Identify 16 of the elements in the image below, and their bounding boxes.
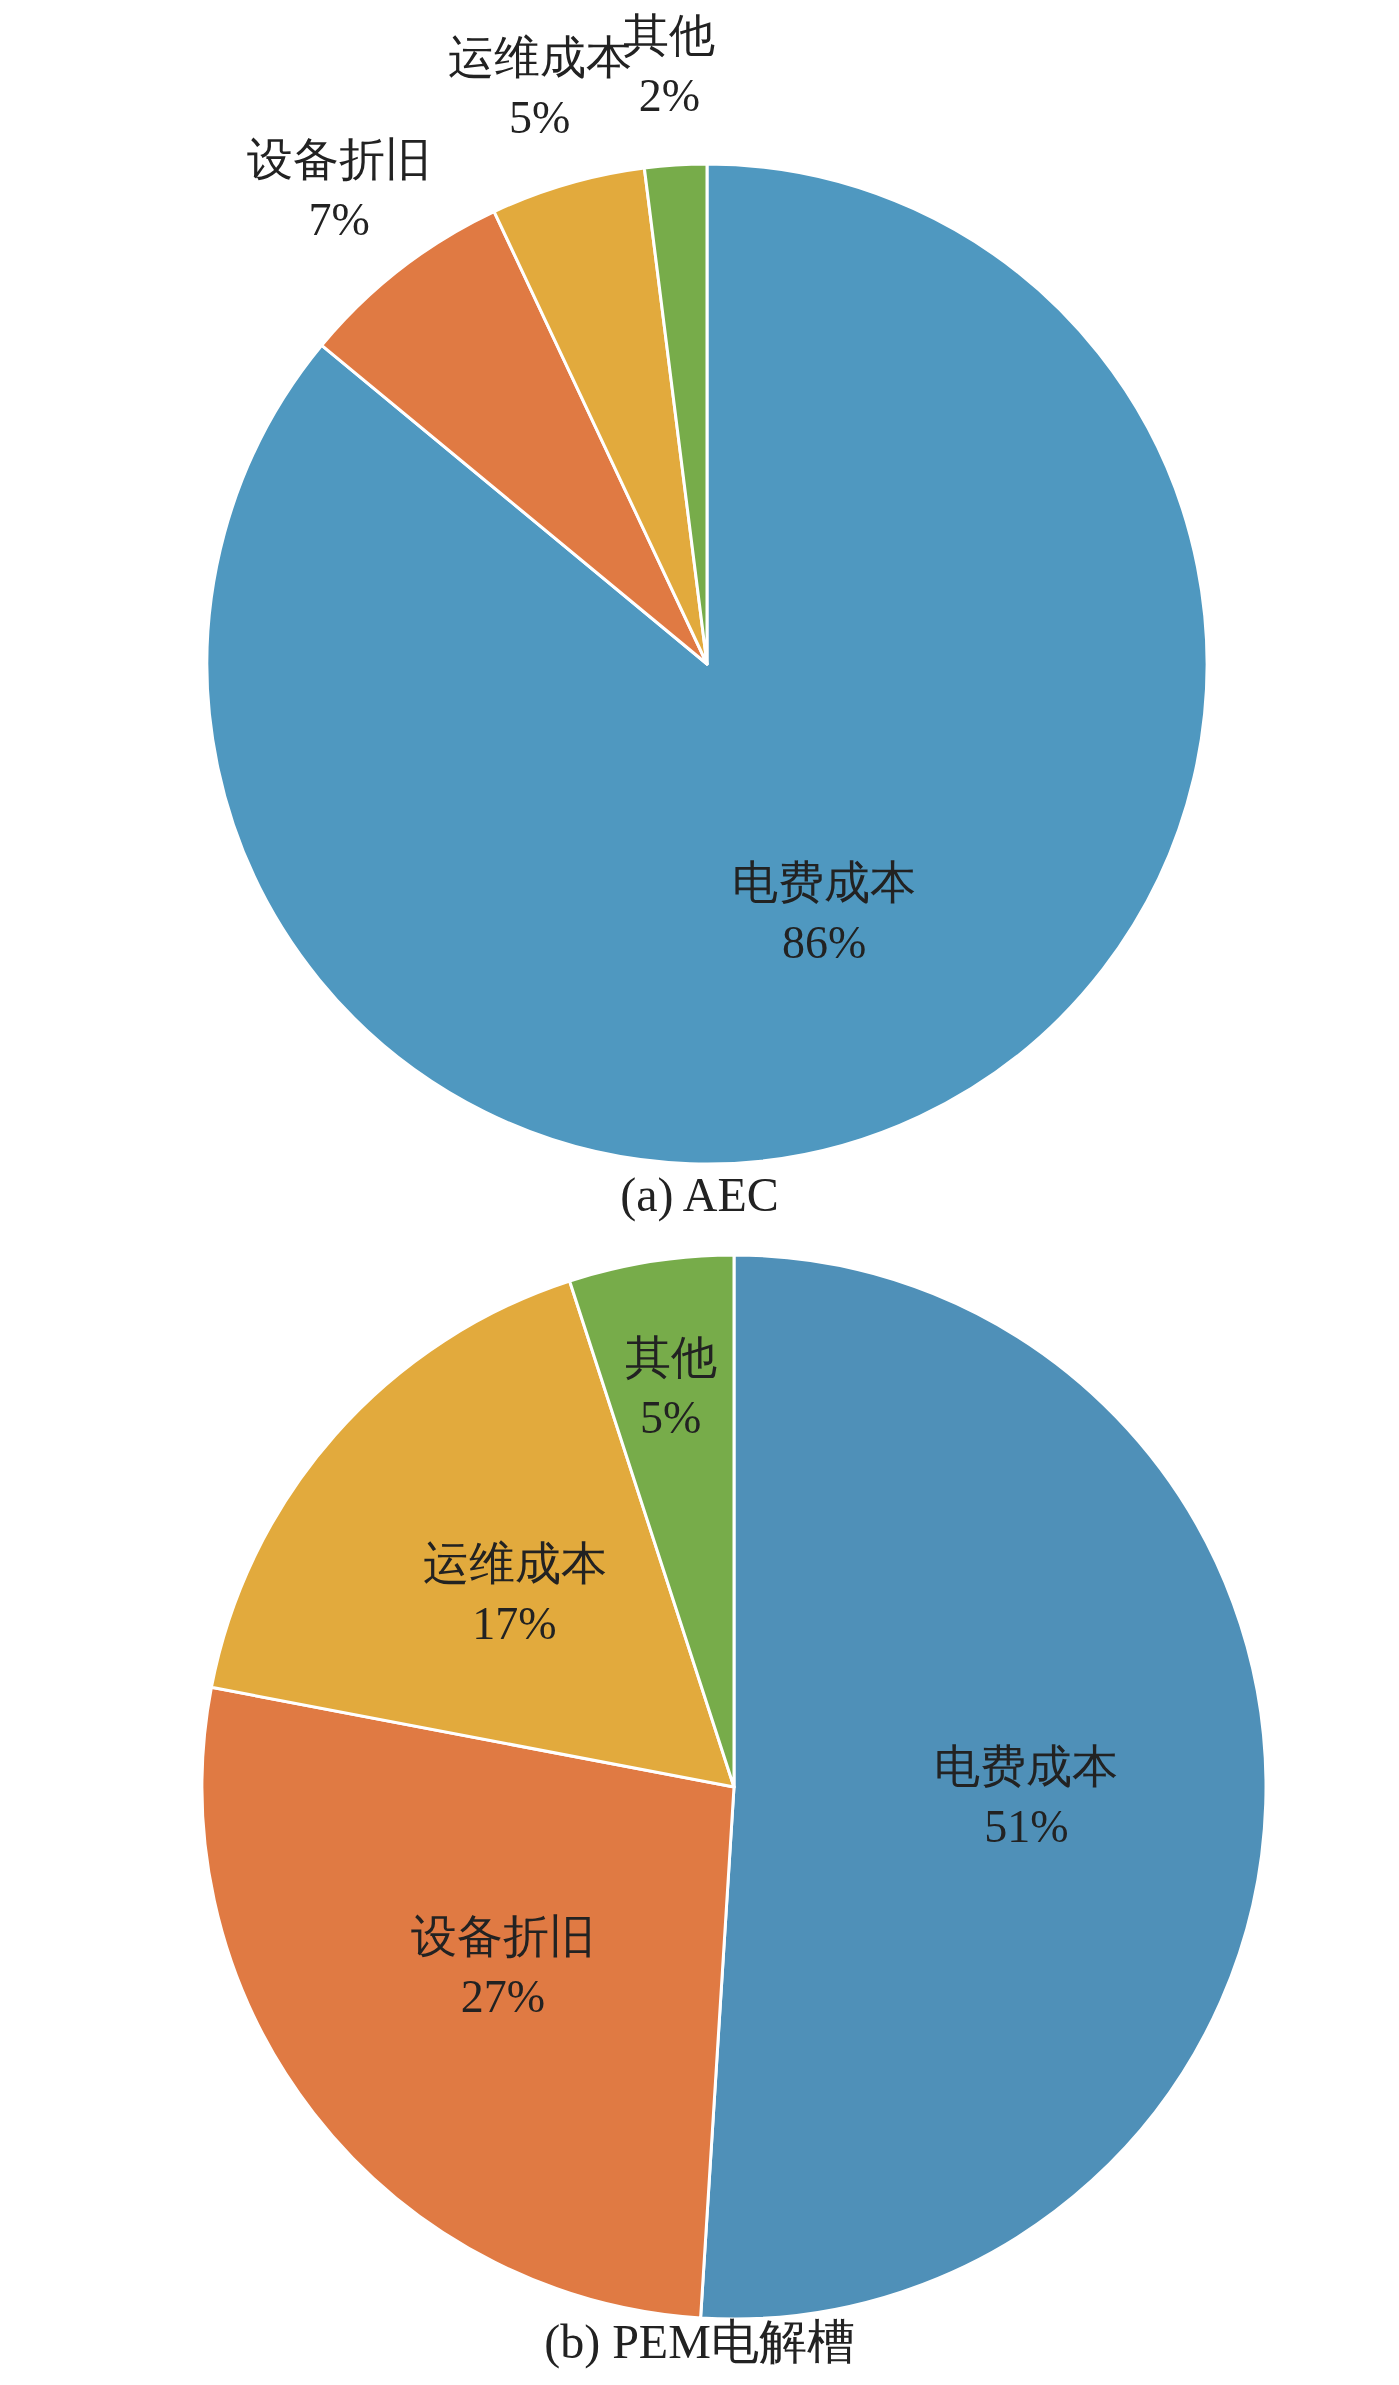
slice-label: 电费成本	[934, 1740, 1119, 1792]
data-label: 86%	[781, 917, 867, 969]
data-label: 5%	[508, 92, 571, 144]
data-label: 27%	[460, 1970, 545, 2022]
data-label: 51%	[984, 1800, 1069, 1852]
slice-label: 其他	[624, 1332, 717, 1384]
slice-label: 运维成本	[422, 1538, 607, 1589]
data-label: 2%	[638, 69, 700, 121]
slice-label: 电费成本	[732, 857, 917, 909]
text: (b) PEM电解槽	[544, 2314, 855, 2369]
text: (a) AEC	[620, 1167, 779, 1222]
data-label: 5%	[640, 1392, 702, 1444]
data-label: 17%	[472, 1598, 557, 1649]
slice-label: 设备折旧	[247, 134, 432, 186]
data-label: 7%	[308, 194, 370, 246]
slice-label: 设备折旧	[410, 1910, 595, 1962]
